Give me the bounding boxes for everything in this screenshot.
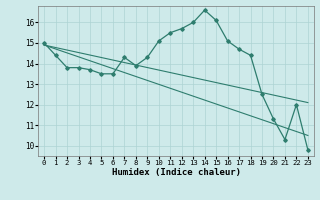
X-axis label: Humidex (Indice chaleur): Humidex (Indice chaleur) bbox=[111, 168, 241, 177]
